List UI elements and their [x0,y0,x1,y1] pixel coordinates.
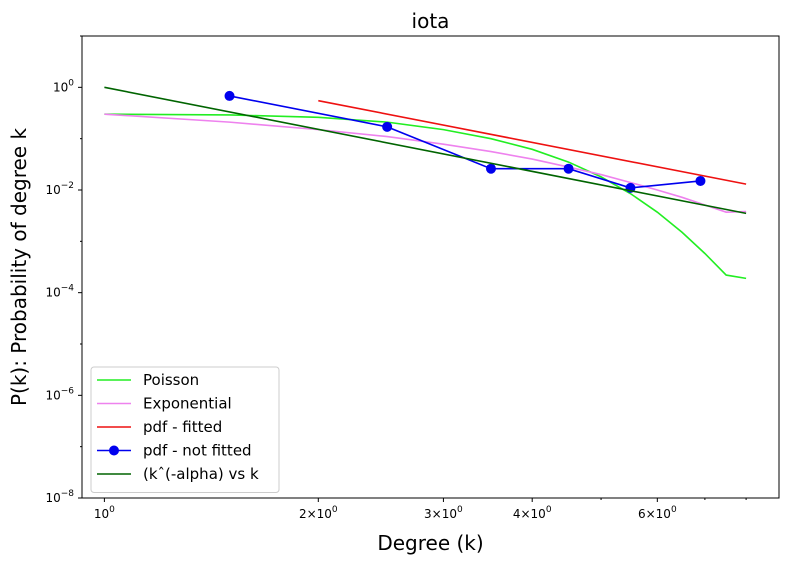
series-line [104,113,747,213]
x-tick-base: 10 [442,507,457,521]
y-tick-exp: 0 [68,78,74,88]
x-axis-ticks: 100 2×100 3×100 4×100 6×100 [94,498,747,521]
series-line [104,113,747,280]
legend: Poisson Exponential pdf - fitted pdf - not … [90,366,280,493]
y-tick-base: 10 [45,388,60,402]
x-tick-mult: 2× [299,507,317,521]
x-tick-exp: 0 [546,505,552,515]
y-tick-label: 100 [53,78,74,94]
plot-frame [81,35,780,499]
y-tick-base: 10 [45,491,60,505]
legend-label: (kˆ(-alpha) vs k [143,465,259,483]
chart-title: iota [412,9,450,33]
y-tick-base: 10 [45,183,60,197]
x-axis-label: Degree (k) [377,531,483,555]
legend-marker [109,445,119,456]
legend-label: pdf - fitted [143,418,222,436]
x-tick-base: 10 [531,507,546,521]
legend-label: pdf - not fitted [143,442,252,460]
x-tick-label: 6×100 [638,505,677,521]
x-tick-mult: 6× [638,507,656,521]
legend-box [90,366,280,493]
y-tick-label: 10−8 [45,489,74,505]
series-line [229,95,701,189]
x-tick-label: 3×100 [424,505,463,521]
x-tick-base: 10 [94,507,109,521]
x-tick-label: 4×100 [513,505,552,521]
y-tick-exp: −2 [61,181,74,191]
y-tick-label: 10−2 [45,181,74,197]
y-tick-exp: −8 [61,489,75,499]
x-tick-label: 100 [94,505,115,521]
x-tick-mult: 4× [513,507,531,521]
data-point [485,163,496,174]
legend-label: Poisson [143,371,199,389]
x-tick-exp: 0 [109,505,115,515]
series-line [318,99,747,185]
x-tick-mult: 3× [424,507,442,521]
data-point [382,121,393,132]
x-tick-exp: 0 [457,505,463,515]
series-line [104,86,747,215]
x-tick-label: 2×100 [299,505,338,521]
y-tick-base: 10 [45,286,60,300]
y-tick-exp: −4 [61,284,75,294]
y-axis-label: P(k): Probability of degree k [7,128,31,407]
data-point [695,175,706,186]
data-point [224,90,235,101]
data-point [563,163,574,174]
x-tick-base: 10 [656,507,671,521]
x-tick-exp: 0 [332,505,338,515]
legend-label: Exponential [143,395,232,413]
y-tick-exp: −6 [61,386,75,396]
plot-lines [104,86,747,280]
y-tick-label: 10−6 [45,386,74,402]
x-tick-base: 10 [317,507,332,521]
y-tick-label: 10−4 [45,284,74,300]
x-tick-exp: 0 [671,505,677,515]
y-tick-base: 10 [53,80,68,94]
